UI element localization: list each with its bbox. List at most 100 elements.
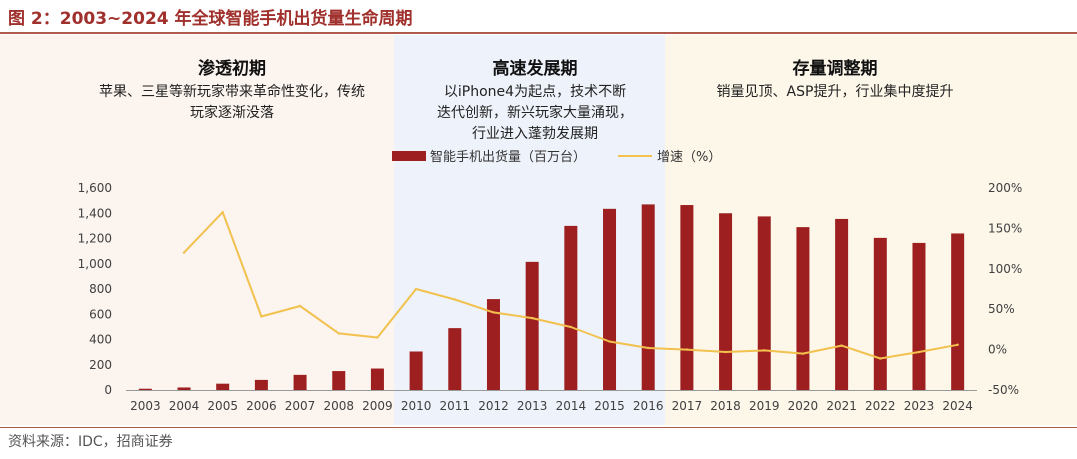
right-tick-label: 200%	[988, 181, 1022, 195]
growth-point-2008	[337, 332, 340, 335]
bar-2021	[835, 218, 849, 390]
x-tick-label-2016: 2016	[633, 399, 664, 413]
x-tick-label-2013: 2013	[517, 399, 548, 413]
bar-2012	[486, 299, 500, 390]
growth-point-2023	[917, 350, 921, 354]
x-tick-label-2012: 2012	[478, 399, 509, 413]
growth-point-2007	[298, 304, 302, 308]
phase-desc-2-1: 以iPhone4为起点，技术不断	[444, 84, 626, 100]
x-tick-label-2003: 2003	[130, 399, 161, 413]
bar-2004	[177, 387, 191, 390]
growth-point-2013	[530, 316, 534, 320]
phase-title-3: 存量调整期	[793, 58, 878, 79]
x-tick-label-2023: 2023	[904, 399, 935, 413]
phase-title-1: 渗透初期	[198, 58, 266, 79]
x-tick-label-2019: 2019	[749, 399, 780, 413]
growth-point-2006	[260, 315, 263, 318]
phase-backgrounds	[0, 35, 1077, 425]
bar-2015	[603, 208, 617, 390]
x-axis: 2003 2004 2005 2006 2007 2008 2009 2010 2011 2012…	[126, 390, 977, 413]
footer-divider	[0, 427, 1077, 428]
growth-point-2011	[453, 298, 456, 301]
chart-legend: 智能手机出货量（百万台） 增速（%）	[392, 149, 721, 165]
bar-2020	[796, 227, 810, 390]
legend-label-line: 增速（%）	[657, 150, 721, 165]
phase-background-3	[665, 35, 1077, 425]
growth-point-2010	[414, 287, 418, 291]
left-tick-label: 600	[89, 307, 112, 321]
phase-desc-1-1: 苹果、三星等新玩家带来革命性变化，传统	[99, 83, 365, 100]
growth-point-2018	[724, 350, 727, 354]
source-note: 资料来源：IDC，招商证券	[8, 434, 173, 450]
bar-2005	[216, 383, 230, 390]
phase-desc-1-2: 玩家逐渐没落	[190, 104, 274, 121]
x-tick-label-2006: 2006	[246, 399, 277, 413]
phase-title-2: 高速发展期	[493, 58, 578, 79]
bar-2016	[641, 204, 655, 390]
x-tick-label-2021: 2021	[826, 399, 857, 413]
bar-2022	[873, 237, 887, 390]
legend-swatch-bar	[392, 151, 426, 161]
figure-title: 图 2：2003~2024 年全球智能手机出货量生命周期	[8, 9, 413, 29]
right-tick-label: 150%	[988, 221, 1022, 235]
growth-point-2024	[956, 343, 959, 346]
x-tick-label-2015: 2015	[594, 399, 625, 413]
bar-2009	[370, 368, 384, 390]
growth-point-2021	[840, 344, 843, 347]
title-divider	[0, 32, 1077, 34]
phase-desc-2-2: 迭代创新，新兴玩家大量涌现，	[437, 104, 633, 121]
left-tick-label: 1,400	[78, 206, 112, 220]
x-tick-label-2014: 2014	[556, 399, 587, 413]
x-tick-label-2024: 2024	[942, 399, 973, 413]
growth-point-2009	[376, 336, 379, 339]
growth-point-2015	[608, 340, 611, 343]
right-tick-label: 0%	[988, 343, 1007, 357]
x-tick-label-2009: 2009	[362, 399, 393, 413]
left-tick-label: 800	[89, 282, 112, 296]
bar-2003	[138, 388, 152, 390]
x-tick-label-2018: 2018	[710, 399, 741, 413]
legend-label-bar: 智能手机出货量（百万台）	[430, 149, 586, 165]
growth-point-2022	[879, 357, 882, 360]
growth-point-2016	[647, 346, 650, 350]
growth-point-2012	[492, 311, 495, 314]
growth-point-2017	[685, 348, 689, 351]
right-tick-label: 50%	[988, 302, 1015, 316]
x-tick-label-2022: 2022	[865, 399, 896, 413]
bar-2018	[719, 213, 733, 390]
x-tick-label-2008: 2008	[323, 399, 354, 413]
right-tick-label: 100%	[988, 262, 1022, 276]
growth-point-2005	[221, 211, 224, 214]
bar-2024	[951, 233, 965, 390]
bar-2013	[525, 261, 539, 390]
left-tick-label: 0	[104, 383, 112, 397]
x-tick-label-2020: 2020	[788, 399, 819, 413]
phase-desc-2-3: 行业进入蓬勃发展期	[472, 126, 598, 142]
bar-2008	[332, 371, 346, 390]
x-tick-label-2010: 2010	[401, 399, 432, 413]
x-tick-label-2007: 2007	[285, 399, 316, 413]
growth-point-2019	[763, 349, 766, 352]
bar-2017	[680, 205, 694, 390]
x-tick-label-2017: 2017	[672, 399, 703, 413]
growth-point-2020	[801, 352, 805, 355]
left-tick-label: 1,200	[78, 232, 112, 246]
left-tick-label: 200	[89, 358, 112, 372]
line-series	[182, 211, 959, 360]
x-tick-label-2005: 2005	[207, 399, 238, 413]
growth-point-2014	[569, 325, 573, 329]
bar-2019	[757, 216, 771, 390]
bar-2010	[409, 351, 423, 390]
bar-2006	[254, 379, 268, 390]
left-tick-label: 1,000	[78, 257, 112, 271]
right-tick-label: -50%	[988, 383, 1019, 397]
left-tick-label: 400	[89, 333, 112, 347]
bar-2011	[448, 328, 462, 390]
left-tick-label: 1,600	[78, 181, 112, 195]
bar-2014	[564, 225, 578, 390]
bar-2007	[293, 374, 307, 390]
phase-desc-3-1: 销量见顶、ASP提升，行业集中度提升	[717, 83, 954, 100]
phase-background-1	[0, 35, 394, 425]
bar-2023	[912, 242, 926, 390]
